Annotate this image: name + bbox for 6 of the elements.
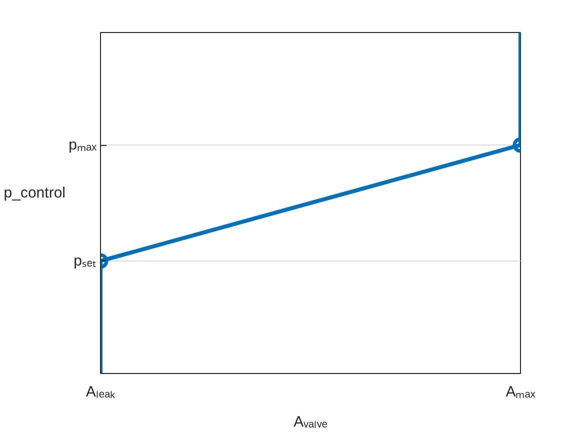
x-tick-label: Aₘₐₓ [506,384,536,400]
x-tick-label: Aₗₑₐₖ [86,384,116,400]
x-axis-title: Aᵥₐₗᵥₑ [294,414,328,430]
ref-line-label: pₘₐₓ [68,136,97,154]
y-axis-title: p_control [4,184,66,202]
ref-line-label: pₛₑₜ [74,252,97,270]
